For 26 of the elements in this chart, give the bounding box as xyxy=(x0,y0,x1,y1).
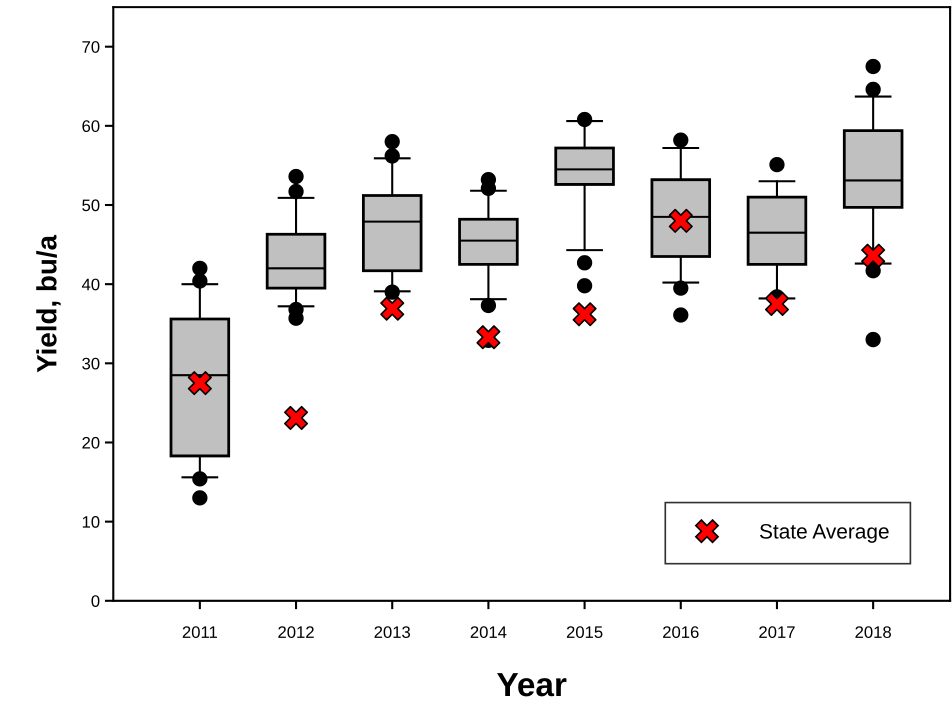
y-tick-label: 70 xyxy=(82,41,100,53)
x-tick-label: 2017 xyxy=(759,626,795,638)
y-tick-label: 30 xyxy=(82,358,100,370)
y-tick-label: 60 xyxy=(82,120,100,132)
y-axis-title: Yield, bu/a xyxy=(36,234,61,372)
x-tick-label: 2016 xyxy=(663,626,699,638)
point xyxy=(284,406,308,430)
point xyxy=(188,371,212,396)
point xyxy=(764,292,789,316)
point xyxy=(380,296,404,321)
y-tick-label: 10 xyxy=(82,516,100,528)
point xyxy=(476,325,500,350)
point xyxy=(572,302,597,326)
x-tick-label: 2014 xyxy=(470,626,506,638)
x-tick-label: 2018 xyxy=(855,626,891,638)
point xyxy=(861,244,886,268)
y-tick-label: 40 xyxy=(82,278,100,290)
y-tick-label: 20 xyxy=(82,436,100,449)
x-tick-label: 2011 xyxy=(182,626,217,638)
x-tick-label: 2013 xyxy=(374,626,410,638)
x-tick-label: 2015 xyxy=(566,626,602,638)
legend-label: State Average xyxy=(760,524,889,543)
x-axis-title: Year xyxy=(497,673,566,696)
x-tick-label: 2012 xyxy=(278,626,314,638)
y-tick-label: 50 xyxy=(82,199,100,212)
y-tick-label: 0 xyxy=(91,595,100,607)
